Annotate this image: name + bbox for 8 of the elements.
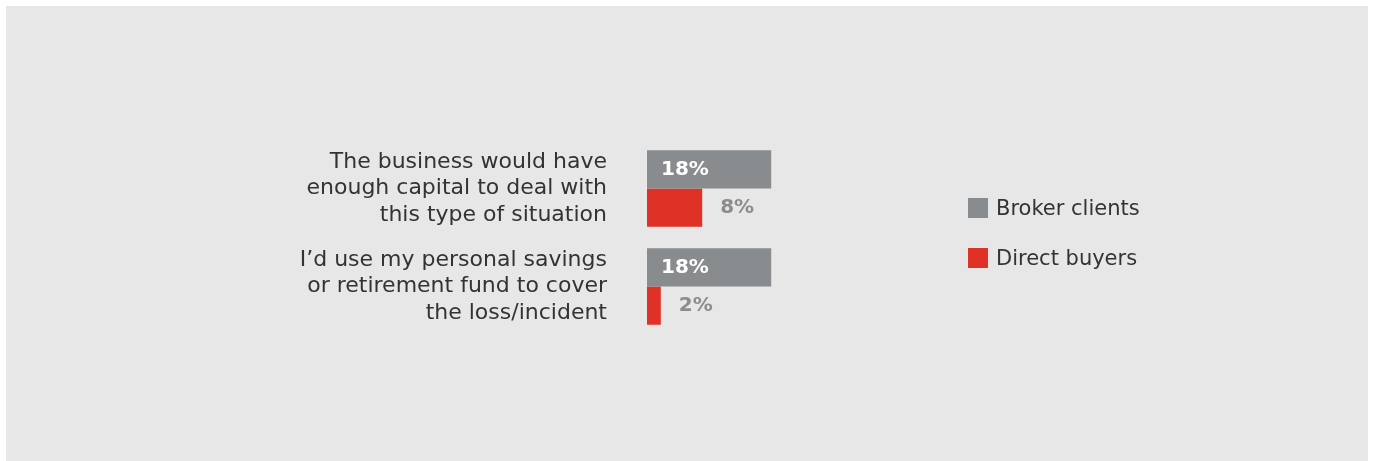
data-label: 8% — [720, 193, 755, 218]
y-tick-label: I’d use my personal savings or retirement fund to cover the loss/incident — [299, 245, 608, 324]
data-label: 2% — [678, 291, 713, 316]
data-label: 18% — [661, 253, 709, 278]
y-tick-label: The business would have enough capital to deal with this type of situation — [306, 147, 607, 226]
data-label: 18% — [661, 155, 709, 180]
legend-label: Direct buyers — [996, 246, 1138, 270]
legend-label: Broker clients — [996, 196, 1140, 220]
